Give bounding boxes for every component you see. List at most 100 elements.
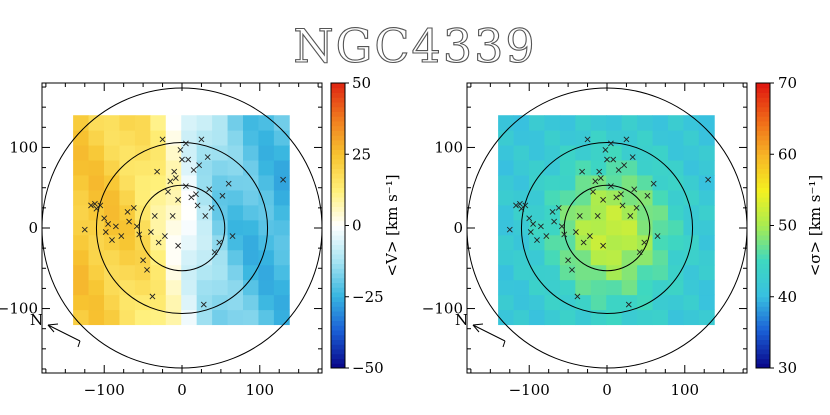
heatmap-cell [575,219,592,236]
heatmap-cell [104,234,120,251]
heatmap-cell [273,145,290,161]
x-tick-label: 0 [177,381,187,399]
heatmap-cell [698,145,715,161]
dispersion-panel: −100 0 100 −100 0 100 N 30 40 50 60 70 <σ> [km s⁻¹] [422,74,824,399]
x-marker [190,167,197,173]
heatmap-cell [196,309,213,326]
x-tick-label: 100 [245,381,274,399]
colorbar-step [331,201,345,207]
heatmap-cell [227,309,244,326]
heatmap-cell [637,175,653,191]
heatmap-cell [559,249,576,266]
heatmap-cell [119,249,136,266]
heatmap-cell [88,145,105,161]
colorbar-step [756,301,770,307]
heatmap-cell [212,204,228,221]
heatmap-cell [227,190,244,206]
colorbar-step [756,149,770,155]
colorbar-step [331,277,345,283]
x-marker [102,229,109,235]
x-marker [88,202,94,209]
x-marker [280,176,287,183]
heatmap-cell [227,175,244,191]
heatmap-cell [529,190,545,206]
colorbar-step [331,235,345,241]
heatmap-cell [683,309,700,326]
colorbar-step [756,244,770,250]
x-marker [112,223,119,230]
heatmap-cell [683,145,700,161]
heatmap-cell [181,264,198,281]
heatmap-cell [243,190,259,206]
colorbar-step [756,235,770,241]
isophote-ring [138,184,226,272]
x-tick-label: 0 [602,381,612,399]
heatmap-cell [606,160,623,176]
heatmap-cell [544,264,561,281]
heatmap-cell [273,309,290,326]
colorbar-step [756,325,770,331]
colorbar-step [756,320,770,326]
heatmap-cell [637,294,653,311]
colorbar-step [331,225,345,231]
heatmap-cell [652,190,669,206]
figure-title: NGC4339 [293,19,536,73]
heatmap-cell [683,130,700,146]
heatmap-cell [258,279,275,296]
colorbar-step [756,140,770,146]
x-marker [650,180,657,187]
heatmap-cell [683,190,700,206]
heatmap-cell [212,130,228,146]
heatmap-cell [119,234,136,251]
x-marker [202,212,209,219]
heatmap-cell [258,190,275,206]
heatmap-cell [668,115,684,131]
x-marker [204,154,211,161]
colorbar-step [756,97,770,103]
x-marker [551,218,558,225]
heatmap-cell [652,249,669,266]
colorbar-step [756,349,770,355]
heatmap-cells [498,115,715,326]
heatmap-cell [134,130,151,146]
heatmap-cell [668,175,684,191]
colorbar-step [756,306,770,312]
colorbar-step [331,87,345,93]
x-marker [171,168,178,175]
marker-group [81,136,287,308]
x-marker [574,293,581,300]
colorbar-step [331,206,345,212]
heatmap-cell [698,234,715,251]
x-marker [175,196,182,203]
heatmap-cell [212,160,228,176]
heatmap-cell [243,145,259,161]
heatmap-cell [258,249,275,266]
heatmap-cell [73,115,89,131]
heatmap-cell [119,264,136,281]
colorbar-step [756,192,770,198]
x-marker [216,239,223,246]
x-marker [543,233,550,239]
heatmap-cell [529,160,545,176]
colorbar-step [756,197,770,203]
heatmap-cell [181,234,198,251]
colorbar-step [756,135,770,141]
heatmap-cell [513,130,530,146]
heatmap-cell [181,145,198,161]
colorbar-step [756,83,770,89]
heatmap-cell [134,249,151,266]
colorbar-step [756,258,770,264]
heatmap-cell [575,115,592,131]
colorbar-step [331,140,345,146]
heatmap-cell [575,160,592,176]
heatmap-cell [181,115,198,131]
heatmap-cell [134,175,151,191]
heatmap-cell [181,190,198,206]
colorbar-step [756,225,770,231]
heatmap-cell [621,190,638,206]
heatmap-cell [181,294,198,311]
heatmap-cell [621,309,638,326]
heatmap-cell [165,279,182,296]
heatmap-cell [513,264,530,281]
heatmap-cell [652,279,669,296]
